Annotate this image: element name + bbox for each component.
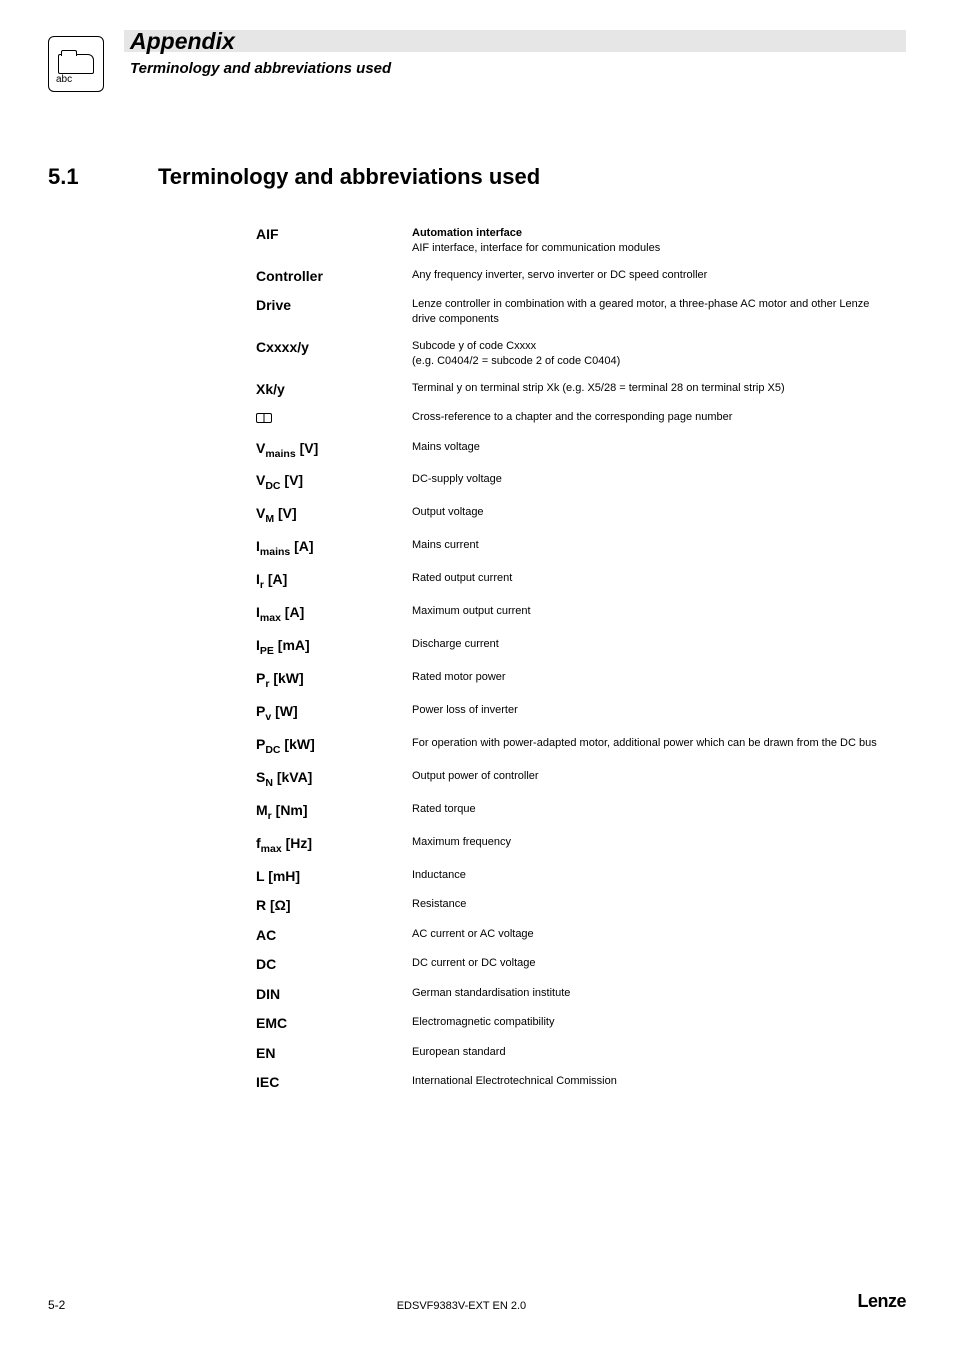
term: VM [V] (256, 505, 412, 526)
definition-row: Xk/yTerminal y on terminal strip Xk (e.g… (256, 381, 894, 399)
folder-shape (58, 54, 94, 74)
description: AC current or AC voltage (412, 927, 894, 942)
description: Discharge current (412, 637, 894, 652)
term: AIF (256, 226, 412, 244)
term: Pv [W] (256, 703, 412, 724)
description: Resistance (412, 897, 894, 912)
term: Mr [Nm] (256, 802, 412, 823)
definition-row: IECInternational Electrotechnical Commis… (256, 1074, 894, 1092)
term: Ir [A] (256, 571, 412, 592)
definition-row: VM [V]Output voltage (256, 505, 894, 526)
definition-row: DCDC current or DC voltage (256, 956, 894, 974)
definition-row: Imax [A]Maximum output current (256, 604, 894, 625)
term: L [mH] (256, 868, 412, 886)
definition-row: IPE [mA]Discharge current (256, 637, 894, 658)
definition-row: Cxxxx/ySubcode y of code Cxxxx(e.g. C040… (256, 339, 894, 369)
definition-row: AIFAutomation interfaceAIF interface, in… (256, 226, 894, 256)
section-title: Terminology and abbreviations used (158, 164, 540, 190)
term (256, 410, 412, 428)
term: Drive (256, 297, 412, 315)
description: Automation interfaceAIF interface, inter… (412, 226, 894, 256)
description: For operation with power-adapted motor, … (412, 736, 894, 751)
definition-row: Mr [Nm]Rated torque (256, 802, 894, 823)
term: Cxxxx/y (256, 339, 412, 357)
term: IEC (256, 1074, 412, 1092)
description: Rated torque (412, 802, 894, 817)
appendix-title: Appendix (130, 28, 235, 55)
description: Subcode y of code Cxxxx(e.g. C0404/2 = s… (412, 339, 894, 369)
definition-row: Cross-reference to a chapter and the cor… (256, 410, 894, 428)
description: Inductance (412, 868, 894, 883)
description: Maximum output current (412, 604, 894, 619)
definition-row: ENEuropean standard (256, 1045, 894, 1063)
definition-row: Pv [W]Power loss of inverter (256, 703, 894, 724)
abc-folder-icon: abc (48, 36, 104, 92)
term: fmax [Hz] (256, 835, 412, 856)
definition-row: VDC [V]DC-supply voltage (256, 472, 894, 493)
description: Maximum frequency (412, 835, 894, 850)
page-header: Appendix Terminology and abbreviations u… (124, 30, 906, 77)
term: Imains [A] (256, 538, 412, 559)
term: Vmains [V] (256, 440, 412, 461)
term: SN [kVA] (256, 769, 412, 790)
description: European standard (412, 1045, 894, 1060)
description: Electromagnetic compatibility (412, 1015, 894, 1030)
description: Mains voltage (412, 440, 894, 455)
section-number: 5.1 (48, 164, 158, 190)
definition-row: Ir [A]Rated output current (256, 571, 894, 592)
term: EMC (256, 1015, 412, 1033)
page-subtitle: Terminology and abbreviations used (124, 60, 906, 77)
definitions-list: AIFAutomation interfaceAIF interface, in… (256, 226, 894, 1104)
title-bar: Appendix (124, 30, 906, 52)
description: Output voltage (412, 505, 894, 520)
term: PDC [kW] (256, 736, 412, 757)
term: R [Ω] (256, 897, 412, 915)
book-icon (256, 413, 272, 423)
definition-row: ControllerAny frequency inverter, servo … (256, 268, 894, 286)
term: Controller (256, 268, 412, 286)
definition-row: Imains [A]Mains current (256, 538, 894, 559)
description: German standardisation institute (412, 986, 894, 1001)
description: International Electrotechnical Commissio… (412, 1074, 894, 1089)
definition-row: fmax [Hz]Maximum frequency (256, 835, 894, 856)
description: Any frequency inverter, servo inverter o… (412, 268, 894, 283)
term: AC (256, 927, 412, 945)
definition-row: ACAC current or AC voltage (256, 927, 894, 945)
definition-row: Pr [kW]Rated motor power (256, 670, 894, 691)
brand-logo: Lenze (857, 1291, 906, 1312)
term: Pr [kW] (256, 670, 412, 691)
definition-row: EMCElectromagnetic compatibility (256, 1015, 894, 1033)
description: Rated motor power (412, 670, 894, 685)
term: DIN (256, 986, 412, 1004)
description: Output power of controller (412, 769, 894, 784)
description: Cross-reference to a chapter and the cor… (412, 410, 894, 425)
term: DC (256, 956, 412, 974)
description: Terminal y on terminal strip Xk (e.g. X5… (412, 381, 894, 396)
term: IPE [mA] (256, 637, 412, 658)
term: Xk/y (256, 381, 412, 399)
definition-row: R [Ω]Resistance (256, 897, 894, 915)
definition-row: DriveLenze controller in combination wit… (256, 297, 894, 327)
page-number: 5-2 (48, 1298, 65, 1312)
description: Lenze controller in combination with a g… (412, 297, 894, 327)
definition-row: DINGerman standardisation institute (256, 986, 894, 1004)
description: DC-supply voltage (412, 472, 894, 487)
description: Rated output current (412, 571, 894, 586)
description: Mains current (412, 538, 894, 553)
description: Power loss of inverter (412, 703, 894, 718)
definition-row: SN [kVA]Output power of controller (256, 769, 894, 790)
section-heading: 5.1 Terminology and abbreviations used (48, 164, 540, 190)
definition-row: Vmains [V]Mains voltage (256, 440, 894, 461)
description: DC current or DC voltage (412, 956, 894, 971)
abc-label: abc (56, 74, 72, 85)
term: Imax [A] (256, 604, 412, 625)
page-footer: 5-2 EDSVF9383V-EXT EN 2.0 Lenze (48, 1291, 906, 1312)
term: VDC [V] (256, 472, 412, 493)
definition-row: L [mH]Inductance (256, 868, 894, 886)
definition-row: PDC [kW]For operation with power-adapted… (256, 736, 894, 757)
term: EN (256, 1045, 412, 1063)
doc-id: EDSVF9383V-EXT EN 2.0 (397, 1300, 526, 1312)
